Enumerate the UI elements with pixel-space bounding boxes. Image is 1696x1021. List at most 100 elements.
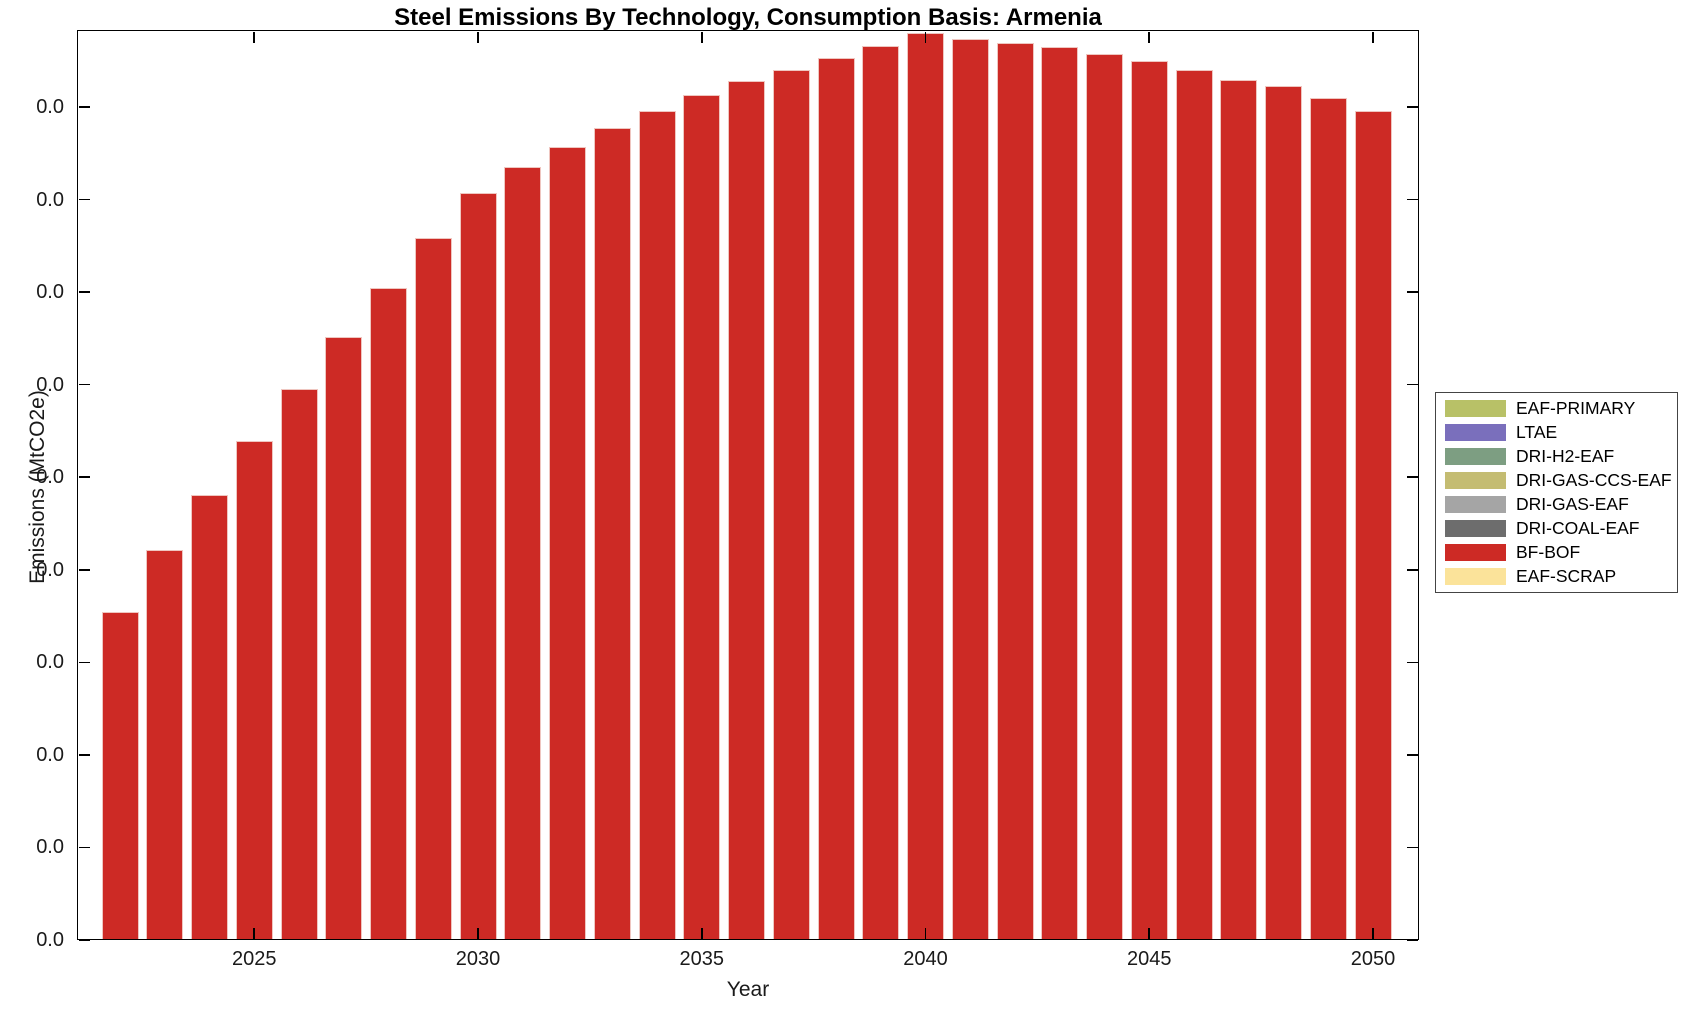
x-tick-label: 2030: [455, 948, 501, 970]
tick-mark: [700, 927, 703, 939]
legend-item: DRI-H2-EAF: [1436, 446, 1677, 468]
bar-2022: [101, 612, 139, 940]
legend-swatch-eaf-scrap: [1445, 567, 1506, 585]
legend-swatch-dri-gas-ccs-eaf: [1445, 472, 1506, 490]
bar-2044: [1086, 54, 1123, 940]
bar-2039: [862, 45, 900, 940]
tick-mark: [1406, 939, 1418, 941]
tick-mark: [1406, 846, 1418, 849]
legend-item: DRI-GAS-CCS-EAF: [1436, 470, 1677, 492]
bar-2031: [504, 167, 542, 940]
y-tick-label: 0.0: [36, 373, 64, 396]
bar-2024: [191, 494, 228, 940]
tick-mark: [253, 31, 256, 43]
legend-item: LTAE: [1436, 422, 1677, 444]
bar-2048: [1265, 85, 1302, 940]
x-tick-label: 2025: [232, 948, 277, 970]
y-tick-label: 0.0: [36, 651, 64, 674]
y-tick-label: 0.0: [36, 743, 64, 766]
tick-mark: [1372, 927, 1374, 939]
legend-item: DRI-COAL-EAF: [1436, 517, 1677, 539]
y-tick-label: 0.0: [36, 836, 64, 859]
tick-mark: [700, 31, 703, 43]
tick-mark: [78, 568, 90, 571]
legend-item-label: DRI-GAS-CCS-EAF: [1516, 470, 1672, 491]
bar-2043: [1041, 46, 1079, 940]
bar-2040: [907, 32, 944, 940]
legend-swatch-dri-gas-eaf: [1445, 495, 1506, 513]
legend-swatch-dri-coal-eaf: [1445, 519, 1506, 537]
legend-swatch-eaf-primary: [1445, 400, 1506, 418]
bar-2028: [370, 288, 407, 940]
plot-area: [77, 30, 1419, 940]
tick-mark: [1148, 31, 1151, 43]
tick-mark: [1406, 476, 1418, 478]
legend-item-label: EAF-PRIMARY: [1516, 398, 1636, 419]
bar-2047: [1220, 80, 1258, 940]
legend-item: EAF-PRIMARY: [1436, 398, 1677, 420]
bar-2032: [549, 146, 586, 940]
tick-mark: [78, 291, 90, 293]
legend-item-label: DRI-COAL-EAF: [1516, 517, 1640, 538]
y-tick-label: 0.0: [36, 466, 64, 489]
tick-mark: [1406, 661, 1418, 664]
tick-mark: [924, 31, 927, 43]
legend-swatch-ltae: [1445, 424, 1506, 442]
bar-2036: [728, 81, 765, 940]
y-tick-label: 0.0: [36, 188, 64, 211]
bar-2023: [146, 550, 184, 940]
legend-item: DRI-GAS-EAF: [1436, 493, 1677, 515]
tick-mark: [1148, 927, 1151, 939]
tick-mark: [1406, 291, 1418, 293]
bar-2035: [683, 94, 721, 940]
y-tick-label: 0.0: [36, 95, 64, 118]
tick-mark: [1406, 754, 1418, 756]
bar-2025: [235, 441, 273, 940]
x-tick-label: 2050: [1350, 948, 1396, 970]
y-tick-label: 0.0: [36, 929, 64, 951]
legend-box: EAF-PRIMARY LTAE DRI-H2-EAF DRI-GAS-CCS-EAF…: [1435, 392, 1678, 593]
legend-swatch-bf-bof: [1445, 543, 1506, 561]
legend-item-label: DRI-H2-EAF: [1516, 446, 1615, 467]
x-tick-label: 2035: [679, 948, 725, 970]
bar-2041: [951, 39, 989, 940]
tick-mark: [78, 939, 90, 941]
tick-mark: [78, 476, 90, 478]
tick-mark: [477, 927, 479, 939]
bar-2050: [1354, 110, 1392, 940]
bar-2034: [638, 110, 676, 940]
tick-mark: [477, 31, 479, 43]
tick-mark: [78, 846, 90, 849]
tick-mark: [78, 754, 90, 756]
x-tick-label: 2040: [903, 948, 948, 970]
bar-2046: [1175, 69, 1213, 940]
bar-2049: [1309, 97, 1347, 940]
tick-mark: [924, 927, 927, 939]
tick-mark: [78, 661, 90, 664]
y-tick-label: 0.0: [36, 281, 64, 304]
legend-item-label: DRI-GAS-EAF: [1516, 493, 1629, 514]
bar-2033: [593, 128, 631, 940]
legend-item: BF-BOF: [1436, 541, 1677, 563]
bar-2030: [459, 193, 497, 940]
bar-2045: [1130, 60, 1168, 940]
legend-item-label: LTAE: [1516, 422, 1558, 443]
tick-mark: [78, 383, 90, 386]
tick-mark: [1372, 31, 1374, 43]
tick-mark: [1406, 383, 1418, 386]
bar-2029: [414, 238, 452, 940]
bar-2038: [817, 57, 855, 940]
legend-item-label: BF-BOF: [1516, 541, 1581, 562]
tick-mark: [78, 198, 90, 201]
legend-item-label: EAF-SCRAP: [1516, 565, 1617, 586]
tick-mark: [253, 927, 256, 939]
x-axis-label: Year: [726, 978, 770, 1001]
tick-mark: [78, 106, 90, 108]
bar-2027: [325, 337, 363, 940]
tick-mark: [1406, 198, 1418, 201]
bar-2042: [996, 43, 1034, 940]
legend-swatch-dri-h2-eaf: [1445, 448, 1506, 466]
legend-item: EAF-SCRAP: [1436, 565, 1677, 587]
x-tick-label: 2045: [1127, 948, 1172, 970]
